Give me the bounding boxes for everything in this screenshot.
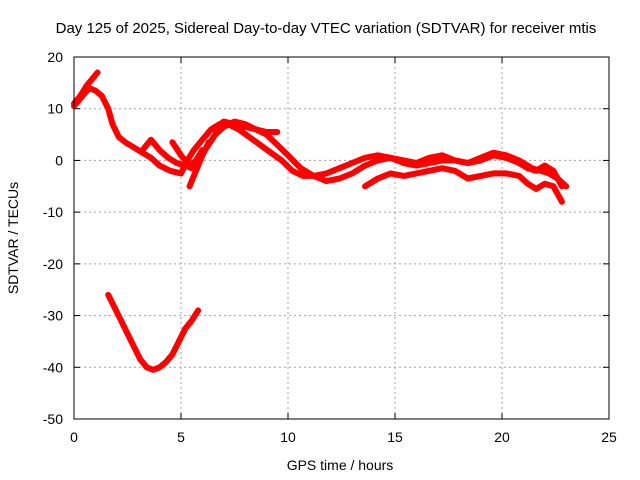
chart-title: Day 125 of 2025, Sidereal Day-to-day VTE… — [56, 20, 597, 37]
y-tick-label: -40 — [43, 359, 63, 375]
y-tick-label: 20 — [47, 49, 63, 65]
series-track-short-a — [169, 139, 206, 169]
y-tick-label: 10 — [47, 101, 63, 117]
x-axis-label: GPS time / hours — [287, 457, 394, 473]
y-tick-label: -30 — [43, 308, 63, 324]
x-tick-label: 5 — [177, 429, 185, 445]
series-track-lower-branch — [362, 165, 565, 205]
grid — [74, 57, 609, 419]
x-tick-label: 25 — [601, 429, 617, 445]
y-tick-label: 0 — [55, 152, 63, 168]
plot-border — [73, 56, 610, 420]
data-traces — [71, 69, 570, 373]
y-tick-label: -50 — [43, 411, 63, 427]
series-track-dip — [105, 291, 202, 373]
series-track-short-b — [186, 139, 212, 190]
x-tick-label: 15 — [387, 429, 403, 445]
x-tick-label: 10 — [280, 429, 296, 445]
y-axis-label: SDTVAR / TECUs — [5, 182, 21, 294]
tick-marks — [73, 56, 610, 420]
y-tick-label: -10 — [43, 204, 63, 220]
tick-labels: 0 5 10 15 20 25 20 10 0 -10 -20 -30 -40 -50 — [43, 49, 617, 445]
x-tick-label: 0 — [70, 429, 78, 445]
y-tick-label: -20 — [43, 256, 63, 272]
series-track-upper-branch — [210, 118, 281, 135]
x-tick-label: 20 — [494, 429, 510, 445]
